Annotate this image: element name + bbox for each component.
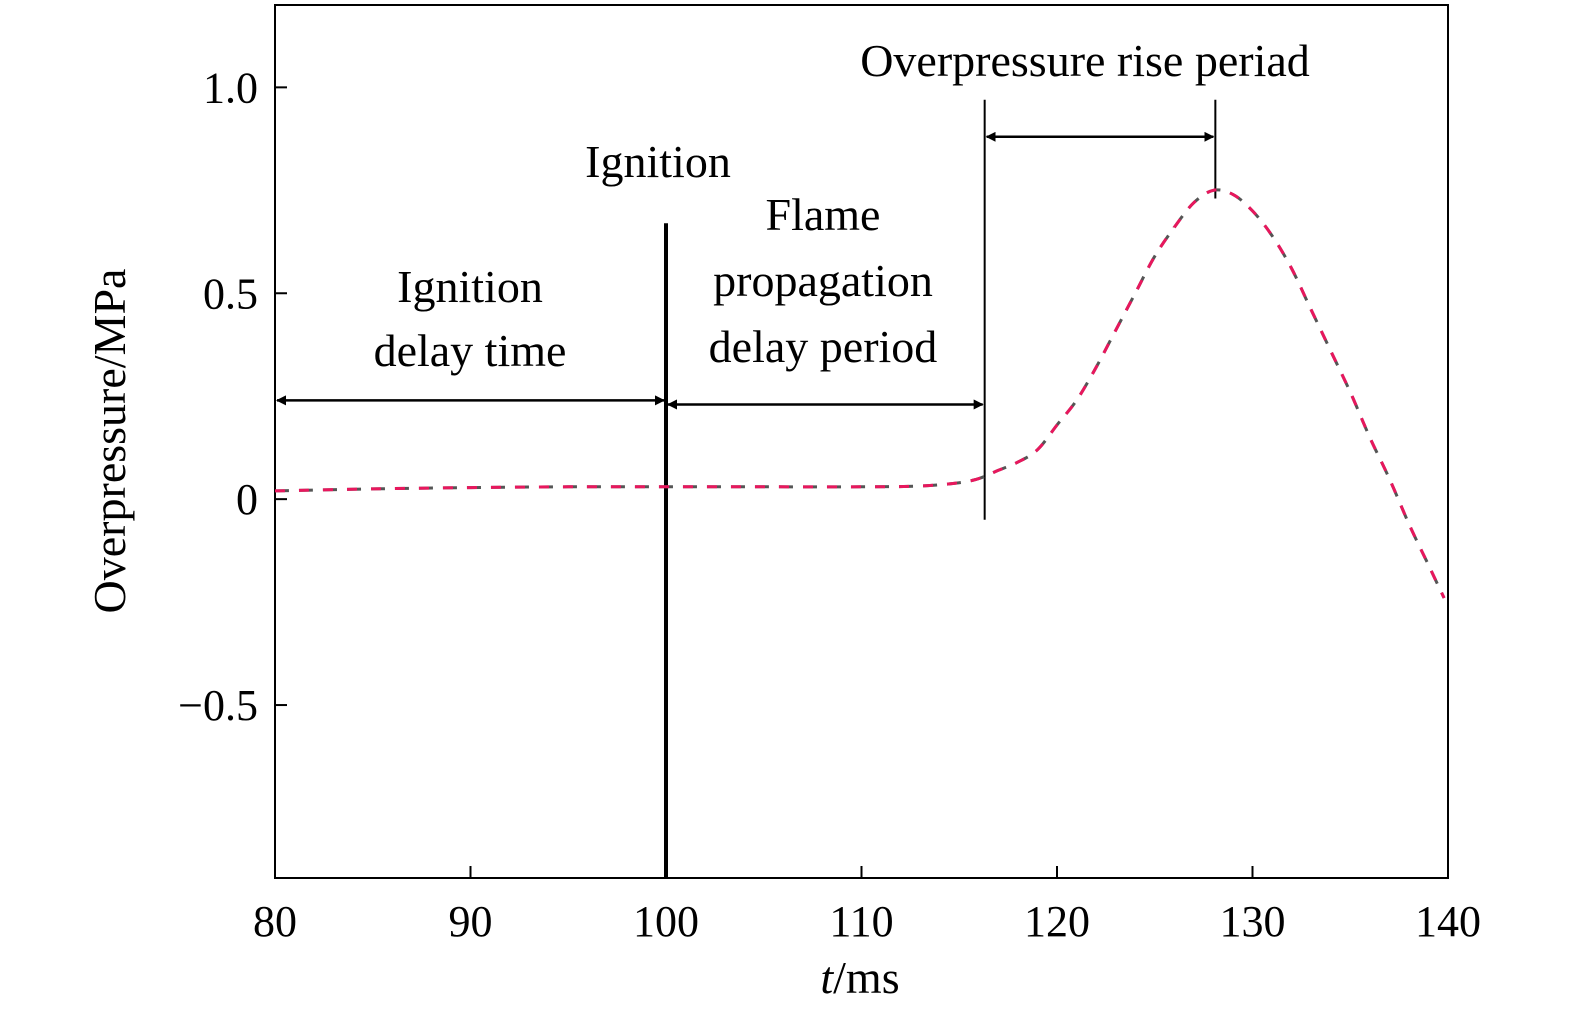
x-tick-label: 130	[1220, 897, 1286, 946]
x-tick-label: 120	[1024, 897, 1090, 946]
y-axis-label: Overpressure/MPa	[84, 269, 135, 614]
x-tick-label: 140	[1415, 897, 1481, 946]
y-tick-label: 1.0	[203, 63, 258, 112]
x-tick-label: 80	[253, 897, 297, 946]
x-axis-label: t/ms	[820, 952, 899, 1003]
overpressure-series-line-accent	[274, 188, 1446, 599]
y-tick-label: 0	[236, 475, 258, 524]
overpressure-series-line	[274, 188, 1446, 599]
y-tick-label: −0.5	[178, 681, 258, 730]
annotations: Ignition delay time Flame propagation delay …	[276, 35, 1310, 410]
axis-ticks: 80 90 100 110 120 130 140 1.0 0.5 0 −0.5	[178, 63, 1481, 946]
annotation-label: propagation	[713, 255, 933, 306]
vertical-markers	[664, 99, 1217, 878]
x-tick-label: 100	[633, 897, 699, 946]
x-tick-label: 110	[829, 897, 893, 946]
annotation-label: delay period	[709, 321, 938, 372]
annotation-label: Flame	[766, 189, 881, 240]
y-tick-label: 0.5	[203, 269, 258, 318]
plot-frame	[274, 4, 1449, 879]
annotation-label: Ignition	[397, 261, 543, 312]
series-group	[274, 188, 1446, 599]
annotation-label: Overpressure rise periad	[860, 35, 1310, 86]
x-tick-label: 90	[449, 897, 493, 946]
annotation-label: delay time	[374, 325, 567, 376]
annotation-label: Ignition	[585, 136, 731, 187]
